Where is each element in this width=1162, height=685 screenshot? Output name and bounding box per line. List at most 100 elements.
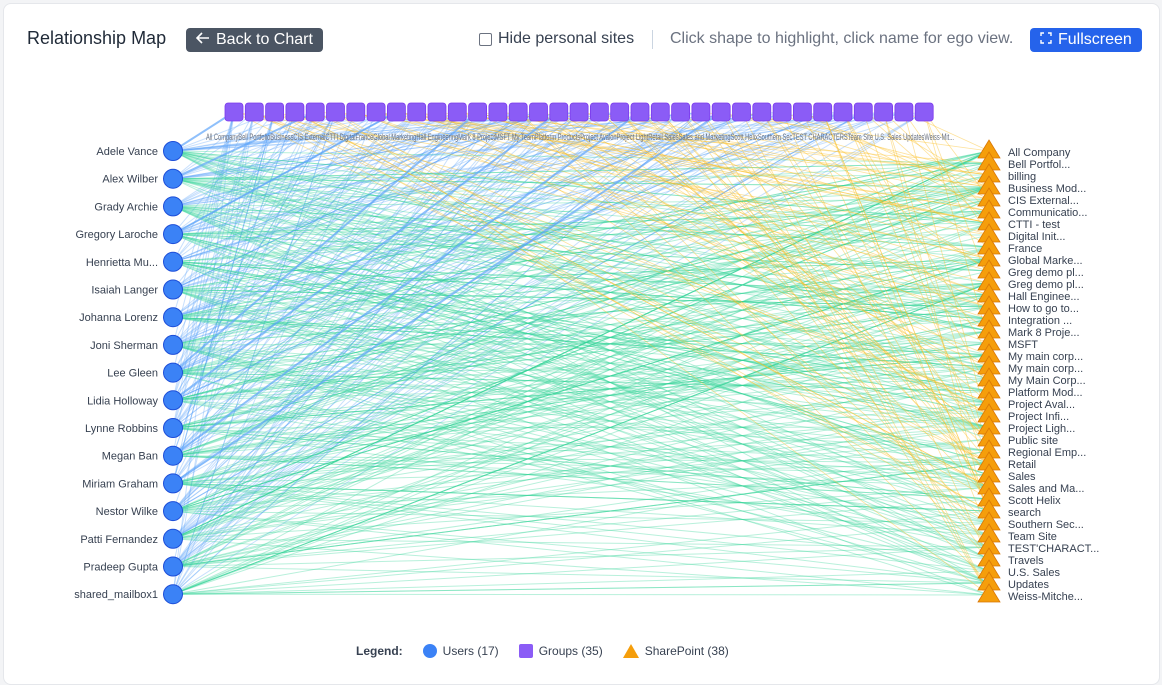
group-node[interactable]: [569, 102, 589, 122]
group-node[interactable]: [630, 102, 650, 122]
user-label[interactable]: Lynne Robbins: [85, 423, 158, 435]
group-node[interactable]: [813, 102, 833, 122]
group-node[interactable]: [346, 102, 366, 122]
user-node[interactable]: [163, 390, 183, 411]
hide-personal-sites-toggle[interactable]: Hide personal sites: [479, 30, 634, 48]
site-label[interactable]: Updates: [1008, 579, 1049, 591]
user-node[interactable]: [163, 584, 183, 605]
site-label[interactable]: Integration ...: [1008, 315, 1072, 327]
group-node[interactable]: [671, 102, 690, 122]
site-label[interactable]: Platform Mod...: [1008, 387, 1083, 399]
site-label[interactable]: My Main Corp...: [1008, 375, 1086, 387]
site-label[interactable]: Business Mod...: [1008, 183, 1086, 195]
site-label[interactable]: search: [1008, 507, 1041, 519]
site-label[interactable]: Sales: [1008, 471, 1036, 483]
site-label[interactable]: Sales and Ma...: [1008, 483, 1084, 495]
group-node[interactable]: [650, 102, 670, 122]
site-label[interactable]: France: [1008, 243, 1042, 255]
user-label[interactable]: Megan Ban: [102, 451, 158, 463]
user-label[interactable]: Adele Vance: [96, 146, 158, 158]
user-label[interactable]: Nestor Wilke: [96, 506, 158, 518]
site-label[interactable]: Greg demo pl...: [1008, 279, 1084, 291]
group-node[interactable]: [305, 102, 325, 122]
group-node[interactable]: [407, 102, 427, 122]
fullscreen-button[interactable]: Fullscreen: [1030, 28, 1142, 52]
user-label[interactable]: Pradeep Gupta: [83, 562, 158, 574]
group-node[interactable]: [914, 102, 934, 122]
site-label[interactable]: Scott Helix: [1008, 495, 1061, 507]
group-node[interactable]: [549, 102, 569, 122]
user-node[interactable]: [163, 445, 183, 466]
user-label[interactable]: Joni Sherman: [90, 340, 158, 352]
user-label[interactable]: shared_mailbox1: [74, 589, 158, 601]
group-node[interactable]: [488, 102, 508, 122]
site-label[interactable]: Project Infi...: [1008, 411, 1069, 423]
site-label[interactable]: Team Site: [1008, 531, 1057, 543]
group-node[interactable]: [874, 102, 893, 122]
group-node[interactable]: [691, 102, 711, 122]
user-node[interactable]: [163, 168, 183, 189]
user-label[interactable]: Miriam Graham: [82, 478, 158, 490]
site-label[interactable]: Bell Portfol...: [1008, 159, 1070, 171]
group-node[interactable]: [772, 102, 792, 122]
site-label[interactable]: Weiss-Mitche...: [1008, 591, 1083, 603]
user-node[interactable]: [163, 362, 183, 383]
user-node[interactable]: [163, 528, 183, 549]
site-node[interactable]: [977, 583, 1001, 603]
site-label[interactable]: TEST'CHARACT...: [1008, 543, 1099, 555]
site-label[interactable]: Communicatio...: [1008, 207, 1087, 219]
user-label[interactable]: Isaiah Langer: [91, 285, 158, 297]
site-label[interactable]: Global Marke...: [1008, 255, 1083, 267]
group-node[interactable]: [711, 102, 731, 122]
group-node[interactable]: [610, 102, 630, 122]
site-label[interactable]: billing: [1008, 171, 1036, 183]
user-node[interactable]: [163, 141, 183, 161]
site-label[interactable]: Mark 8 Proje...: [1008, 327, 1080, 339]
site-label[interactable]: Public site: [1008, 435, 1058, 447]
user-label[interactable]: Lidia Holloway: [87, 395, 158, 407]
user-node[interactable]: [163, 279, 183, 300]
relationship-diagram[interactable]: All CompanyBell PortfolioBusinessCIS Ext…: [0, 0, 1162, 640]
site-label[interactable]: Project Ligh...: [1008, 423, 1075, 435]
user-node[interactable]: [163, 334, 183, 355]
group-node[interactable]: [894, 102, 914, 122]
user-node[interactable]: [163, 418, 183, 438]
group-node[interactable]: [285, 102, 305, 122]
user-node[interactable]: [163, 556, 183, 577]
site-label[interactable]: Digital Init...: [1008, 231, 1065, 243]
user-node[interactable]: [163, 224, 183, 245]
user-label[interactable]: Alex Wilber: [102, 174, 158, 186]
site-label[interactable]: My main corp...: [1008, 351, 1083, 363]
group-node[interactable]: [853, 102, 873, 122]
group-node[interactable]: [529, 102, 548, 122]
group-node[interactable]: [427, 102, 447, 122]
site-label[interactable]: Project Aval...: [1008, 399, 1075, 411]
site-label[interactable]: Retail: [1008, 459, 1036, 471]
user-node[interactable]: [163, 501, 183, 522]
user-label[interactable]: Grady Archie: [94, 201, 158, 213]
group-node[interactable]: [508, 102, 528, 122]
site-label[interactable]: Southern Sec...: [1008, 519, 1084, 531]
site-label[interactable]: Hall Enginee...: [1008, 291, 1080, 303]
site-label[interactable]: Greg demo pl...: [1008, 267, 1084, 279]
user-node[interactable]: [163, 196, 183, 217]
user-label[interactable]: Johanna Lorenz: [79, 312, 158, 324]
site-label[interactable]: Regional Emp...: [1008, 447, 1086, 459]
user-node[interactable]: [163, 251, 183, 272]
group-node[interactable]: [833, 102, 853, 122]
site-label[interactable]: My main corp...: [1008, 363, 1083, 375]
group-node[interactable]: [752, 102, 772, 122]
group-node[interactable]: [386, 102, 406, 122]
user-node[interactable]: [163, 307, 183, 328]
group-node[interactable]: [793, 102, 812, 122]
user-label[interactable]: Patti Fernandez: [80, 534, 158, 546]
group-node[interactable]: [244, 102, 264, 122]
group-node[interactable]: [590, 102, 609, 122]
group-node[interactable]: [732, 102, 751, 122]
user-label[interactable]: Henrietta Mu...: [86, 257, 158, 269]
site-label[interactable]: CTTI - test: [1008, 219, 1060, 231]
site-label[interactable]: CIS External...: [1008, 195, 1079, 207]
site-label[interactable]: U.S. Sales: [1008, 567, 1060, 579]
hide-personal-sites-checkbox[interactable]: [479, 32, 492, 46]
site-label[interactable]: All Company: [1008, 147, 1071, 159]
